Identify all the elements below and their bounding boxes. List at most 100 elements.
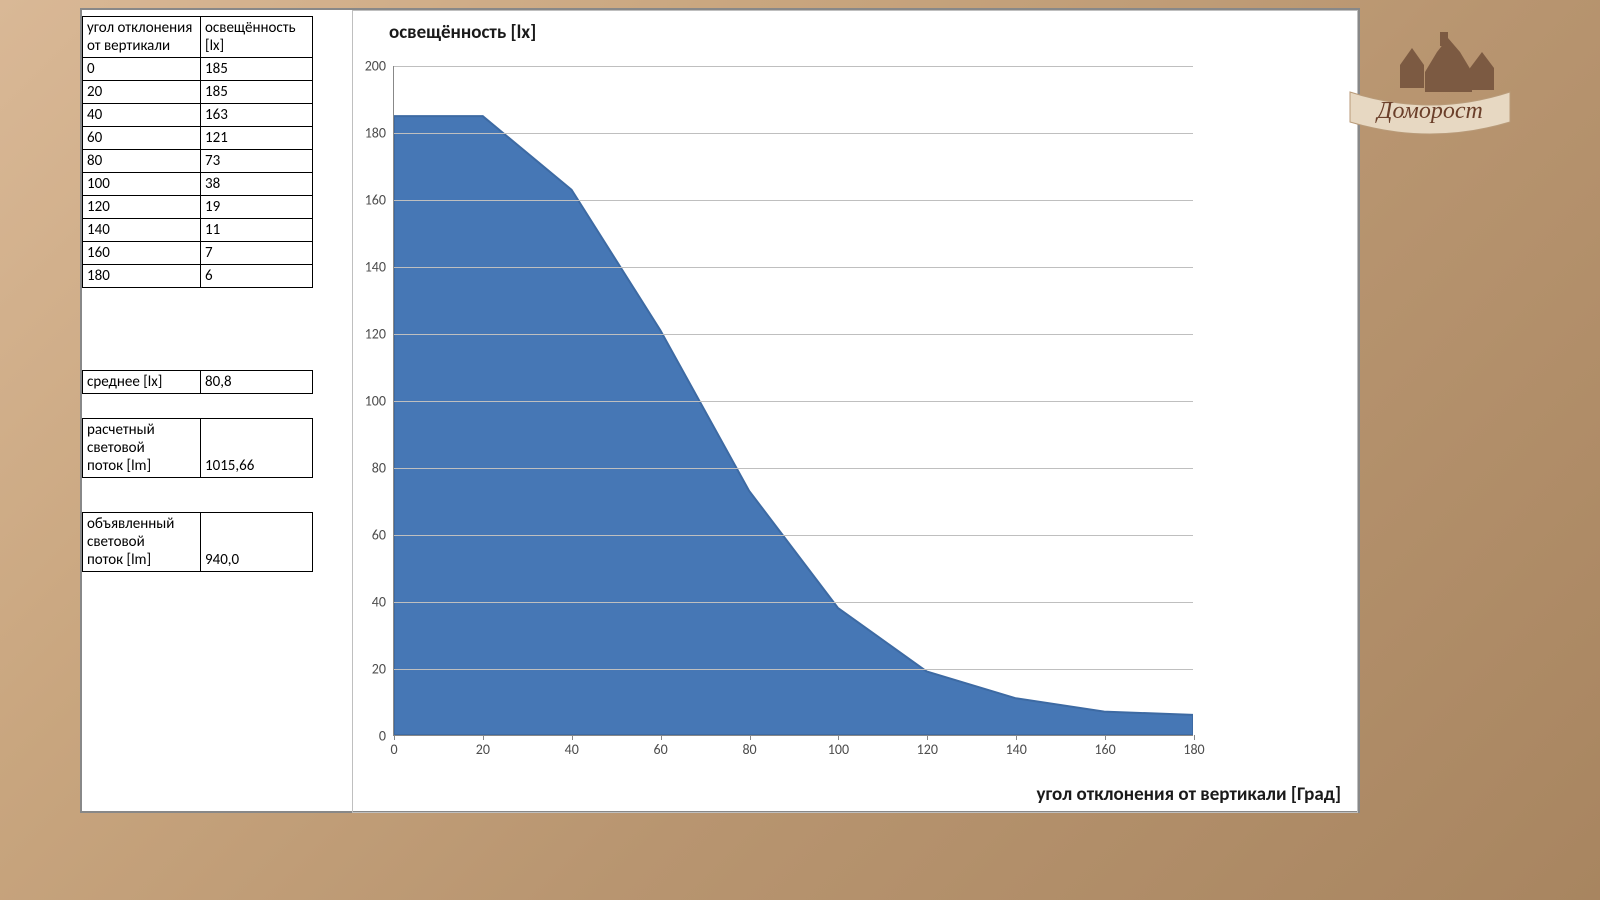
x-tickmark — [661, 735, 662, 740]
x-tick-label: 80 — [742, 741, 756, 758]
label-line: световой — [87, 533, 145, 551]
area-polygon — [394, 116, 1193, 735]
x-tick-label: 180 — [1183, 741, 1204, 758]
cell-angle: 0 — [83, 58, 201, 81]
cell-angle: 60 — [83, 127, 201, 150]
table-row: 20185 — [83, 81, 313, 104]
y-tick-label: 0 — [379, 728, 386, 745]
table-row: 8073 — [83, 150, 313, 173]
y-tick-label: 80 — [372, 460, 386, 477]
table-row: 0185 — [83, 58, 313, 81]
x-tick-label: 140 — [1006, 741, 1027, 758]
gridline — [394, 468, 1193, 469]
label-line: объявленный — [87, 515, 174, 533]
x-tick-label: 40 — [565, 741, 579, 758]
logo-banner — [1350, 92, 1510, 134]
gridline — [394, 200, 1193, 201]
decl-flux-label: объявленный световой поток [lm] — [83, 513, 201, 572]
table-row: объявленный световой поток [lm] 940,0 — [83, 513, 313, 572]
gridline — [394, 66, 1193, 67]
logo-text: Доморост — [1375, 98, 1483, 124]
x-tick-label: 160 — [1094, 741, 1115, 758]
header-angle: угол отклонения от вертикали — [83, 17, 201, 58]
table-row: 1607 — [83, 242, 313, 265]
cell-angle: 100 — [83, 173, 201, 196]
gridline — [394, 334, 1193, 335]
gridline — [394, 267, 1193, 268]
header-lux: освещённость [lx] — [201, 17, 313, 58]
table-row: 40163 — [83, 104, 313, 127]
x-tick-label: 0 — [390, 741, 397, 758]
cell-lux: 6 — [201, 265, 313, 288]
x-tickmark — [1105, 735, 1106, 740]
table-row: 12019 — [83, 196, 313, 219]
cell-angle: 40 — [83, 104, 201, 127]
cell-lux: 7 — [201, 242, 313, 265]
cell-angle: 180 — [83, 265, 201, 288]
y-tick-label: 200 — [365, 58, 386, 75]
main-panel: угол отклонения от вертикали освещённост… — [80, 8, 1360, 813]
y-tick-label: 160 — [365, 192, 386, 209]
gridline — [394, 602, 1193, 603]
x-tickmark — [1016, 735, 1017, 740]
cell-angle: 80 — [83, 150, 201, 173]
x-tickmark — [572, 735, 573, 740]
table-row: среднее [lx] 80,8 — [83, 371, 313, 394]
x-tickmark — [838, 735, 839, 740]
gridline — [394, 535, 1193, 536]
cell-angle: 140 — [83, 219, 201, 242]
cell-lux: 38 — [201, 173, 313, 196]
mean-label: среднее [lx] — [83, 371, 201, 394]
cell-angle: 160 — [83, 242, 201, 265]
gridline — [394, 669, 1193, 670]
cell-angle: 20 — [83, 81, 201, 104]
label-line: расчетный — [87, 421, 155, 439]
cell-lux: 11 — [201, 219, 313, 242]
x-axis-label: угол отклонения от вертикали [Град] — [1036, 783, 1341, 806]
table-row: 10038 — [83, 173, 313, 196]
decl-flux-value: 940,0 — [201, 513, 313, 572]
house-icon — [1400, 32, 1494, 92]
cell-lux: 185 — [201, 58, 313, 81]
calc-flux-value: 1015,66 — [201, 419, 313, 478]
label-line: поток [lm] — [87, 551, 151, 569]
x-tick-label: 120 — [917, 741, 938, 758]
x-tickmark — [927, 735, 928, 740]
y-tick-label: 180 — [365, 125, 386, 142]
logo: Доморост — [1340, 10, 1520, 140]
cell-lux: 185 — [201, 81, 313, 104]
cell-lux: 73 — [201, 150, 313, 173]
y-tick-label: 120 — [365, 326, 386, 343]
table-header-row: угол отклонения от вертикали освещённост… — [83, 17, 313, 58]
y-tick-label: 100 — [365, 393, 386, 410]
summary-mean: среднее [lx] 80,8 — [82, 370, 313, 394]
logo-svg: Доморост — [1340, 10, 1520, 140]
mean-value: 80,8 — [201, 371, 313, 394]
x-tickmark — [1194, 735, 1195, 740]
label-line: поток [lm] — [87, 457, 151, 475]
y-tick-label: 40 — [372, 594, 386, 611]
summary-decl-flux: объявленный световой поток [lm] 940,0 — [82, 512, 313, 572]
gridline — [394, 401, 1193, 402]
x-tickmark — [394, 735, 395, 740]
cell-lux: 121 — [201, 127, 313, 150]
table-row: 14011 — [83, 219, 313, 242]
chart-container: освещённость [lx] 0204060801001201401601… — [352, 10, 1358, 813]
cell-lux: 19 — [201, 196, 313, 219]
x-tick-label: 100 — [828, 741, 849, 758]
plot-area: 0204060801001201401601802000204060801001… — [393, 66, 1193, 736]
x-tick-label: 60 — [654, 741, 668, 758]
y-tick-label: 60 — [372, 527, 386, 544]
y-tick-label: 140 — [365, 259, 386, 276]
calc-flux-label: расчетный световой поток [lm] — [83, 419, 201, 478]
x-tick-label: 20 — [476, 741, 490, 758]
y-tick-label: 20 — [372, 661, 386, 678]
table-row: расчетный световой поток [lm] 1015,66 — [83, 419, 313, 478]
cell-angle: 120 — [83, 196, 201, 219]
cell-lux: 163 — [201, 104, 313, 127]
table-row: 60121 — [83, 127, 313, 150]
gridline — [394, 133, 1193, 134]
x-tickmark — [750, 735, 751, 740]
data-table: угол отклонения от вертикали освещённост… — [82, 16, 313, 288]
summary-calc-flux: расчетный световой поток [lm] 1015,66 — [82, 418, 313, 478]
